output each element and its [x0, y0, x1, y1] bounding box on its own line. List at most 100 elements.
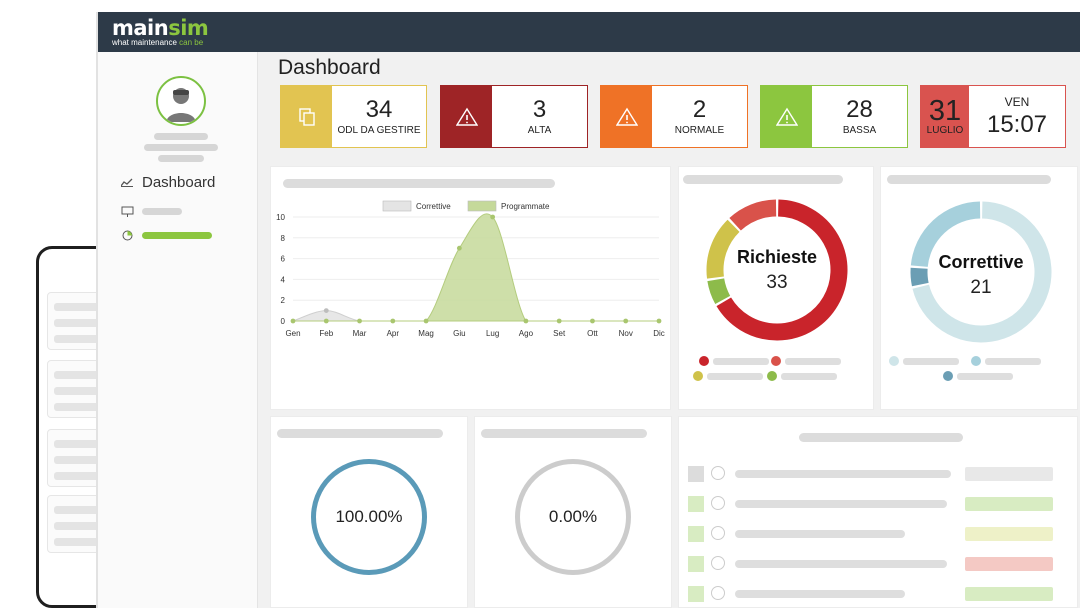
legend-label-placeholder	[903, 358, 959, 365]
row-status-square	[688, 496, 704, 512]
sidebar-item-presentation[interactable]	[120, 202, 182, 220]
x-tick-label: Mar	[353, 329, 367, 338]
logo-brand-main: main	[112, 16, 169, 40]
list-title-placeholder	[799, 433, 963, 442]
legend-label-placeholder	[713, 358, 769, 365]
kpi-label: ALTA	[527, 125, 552, 136]
series-area-programmate	[293, 213, 659, 322]
gauge-panel-1: 100.00%	[270, 416, 468, 608]
legend-label: Programmate	[501, 202, 550, 211]
kpi-value: 28	[846, 96, 873, 123]
legend-label-placeholder	[957, 373, 1013, 380]
legend-label-placeholder	[707, 373, 763, 380]
documents-icon	[298, 107, 315, 126]
row-status-square	[688, 586, 704, 602]
correttive-panel: Correttive 21	[880, 166, 1078, 410]
chart-panel: 0 2 4 6 8 10 Gen Feb Mar Apr Mag Giu Lug Ago Set Ott Nov…	[270, 166, 671, 410]
kpi-card-odl[interactable]: 34 ODL DA GESTIRE	[280, 85, 427, 148]
row-status-pill	[965, 587, 1053, 601]
kpi-value: 3	[532, 96, 547, 123]
donut-segment	[707, 278, 731, 305]
app-window: mainsim what maintenance can be Dashboar…	[96, 12, 1080, 608]
row-text-placeholder	[735, 530, 905, 538]
warning-icon	[455, 107, 478, 126]
kpi-label: BASSA	[842, 125, 877, 136]
list-row[interactable]	[679, 523, 1079, 545]
row-text-placeholder	[735, 500, 947, 508]
row-user-icon	[711, 556, 725, 570]
kpi-label: ODL DA GESTIRE	[337, 125, 421, 136]
donut-value: 33	[766, 272, 788, 293]
y-tick-label: 2	[281, 296, 286, 305]
data-point	[290, 318, 296, 324]
richieste-donut	[706, 199, 848, 341]
donut-title: Richieste	[736, 247, 818, 267]
data-point	[390, 318, 396, 324]
data-point	[456, 245, 462, 251]
legend-dot	[699, 356, 709, 366]
data-point	[357, 318, 362, 324]
panel-title-placeholder	[481, 429, 647, 438]
donut-segment	[716, 199, 848, 341]
kpi-card-bassa[interactable]: 28 BASSA	[760, 85, 908, 148]
kpi-icon-box	[441, 86, 492, 147]
page-title: Dashboard	[278, 56, 381, 79]
data-point	[623, 318, 629, 324]
user-info-placeholder	[158, 155, 204, 162]
sidebar-item-label-placeholder	[142, 207, 182, 215]
panel-title-placeholder	[277, 429, 443, 438]
chart-icon	[120, 176, 134, 188]
legend-label-placeholder	[985, 358, 1041, 365]
gauge-ring: 0.00%	[515, 459, 631, 575]
row-user-icon	[711, 466, 725, 480]
mainsim-logo[interactable]: mainsim what maintenance can be	[112, 16, 209, 47]
legend-dot	[693, 371, 703, 381]
list-row[interactable]	[679, 463, 1079, 485]
x-tick-label: Lug	[486, 329, 499, 338]
list-row[interactable]	[679, 583, 1079, 605]
row-text-placeholder	[735, 470, 951, 478]
donut-segment	[729, 199, 777, 231]
x-tick-label: Ago	[519, 329, 534, 338]
user-role-placeholder	[144, 144, 218, 151]
data-point	[490, 214, 496, 220]
legend-dot	[771, 356, 781, 366]
x-tick-label: Giu	[453, 329, 465, 338]
kpi-icon-box	[761, 86, 812, 147]
donut-segment	[912, 201, 1052, 343]
list-row[interactable]	[679, 553, 1079, 575]
donut-segment	[910, 267, 929, 287]
user-avatar[interactable]	[156, 76, 206, 126]
date-month: LUGLIO	[926, 125, 964, 136]
kpi-value: 2	[692, 96, 707, 123]
pie-chart-icon	[120, 229, 134, 241]
chart-title-placeholder	[283, 179, 555, 188]
x-tick-label: Apr	[387, 329, 400, 338]
y-tick-label: 10	[276, 213, 285, 222]
sidebar-item-dashboard[interactable]: Dashboard	[120, 173, 215, 191]
richieste-panel: Richieste 33	[678, 166, 874, 410]
data-point	[656, 318, 662, 324]
data-point	[556, 318, 562, 324]
sidebar-item-pie[interactable]	[120, 226, 212, 244]
row-user-icon	[711, 586, 725, 600]
kpi-card-normale[interactable]: 2 NORMALE	[600, 85, 748, 148]
donut-segment	[706, 219, 740, 279]
row-user-icon	[711, 496, 725, 510]
list-row[interactable]	[679, 493, 1079, 515]
x-tick-label: Nov	[619, 329, 633, 338]
date-day-box: 31 LUGLIO	[921, 86, 969, 147]
user-name-placeholder	[154, 133, 208, 140]
legend-label-placeholder	[785, 358, 841, 365]
gauge-ring: 100.00%	[311, 459, 427, 575]
row-status-pill	[965, 527, 1053, 541]
kpi-value: 34	[365, 96, 393, 123]
legend-dot	[767, 371, 777, 381]
donut-segment	[910, 201, 981, 268]
sidebar-item-active-bar	[142, 231, 212, 239]
kpi-card-alta[interactable]: 3 ALTA	[440, 85, 588, 148]
legend-dot	[889, 356, 899, 366]
user-avatar-icon	[166, 88, 196, 122]
y-tick-label: 6	[281, 255, 286, 264]
